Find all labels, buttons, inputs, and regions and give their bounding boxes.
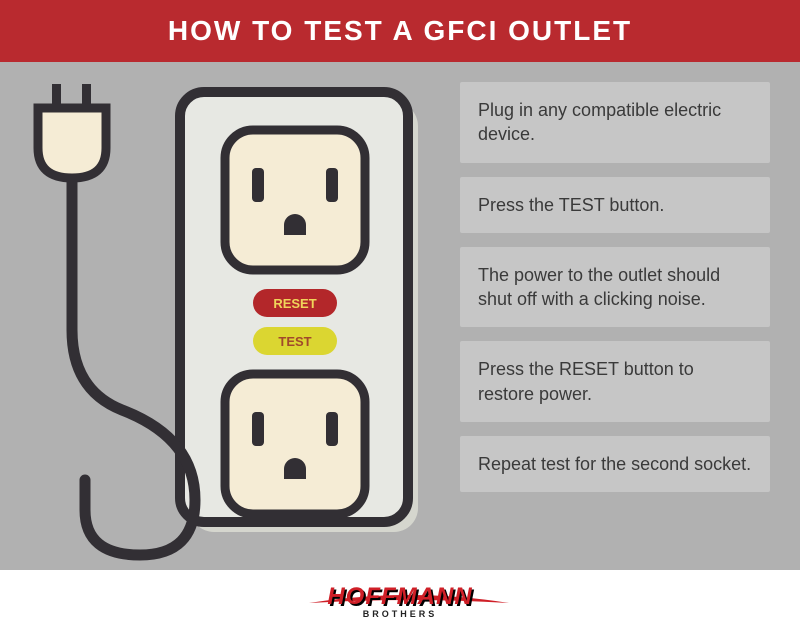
step-item: Repeat test for the second socket. — [460, 436, 770, 492]
reset-button-label: RESET — [273, 296, 316, 311]
brand-main-text: HOFFMANN HOFFMANN — [327, 583, 472, 611]
step-item: Plug in any compatible electric device. — [460, 82, 770, 163]
illustration-panel: RESET TEST — [30, 80, 430, 560]
step-item: Press the TEST button. — [460, 177, 770, 233]
gfci-outlet-illustration: RESET TEST — [30, 80, 430, 570]
step-item: Press the RESET button to restore power. — [460, 341, 770, 422]
header-bar: HOW TO TEST A GFCI OUTLET — [0, 0, 800, 62]
test-button-label: TEST — [278, 334, 311, 349]
main-content: RESET TEST Plug in any compatible electr… — [0, 62, 800, 570]
page-title: HOW TO TEST A GFCI OUTLET — [168, 15, 632, 47]
steps-list: Plug in any compatible electric device. … — [460, 80, 770, 560]
brand-logo: HOFFMANN HOFFMANN BROTHERS — [327, 583, 472, 619]
footer-bar: HOFFMANN HOFFMANN BROTHERS — [0, 570, 800, 632]
step-item: The power to the outlet should shut off … — [460, 247, 770, 328]
